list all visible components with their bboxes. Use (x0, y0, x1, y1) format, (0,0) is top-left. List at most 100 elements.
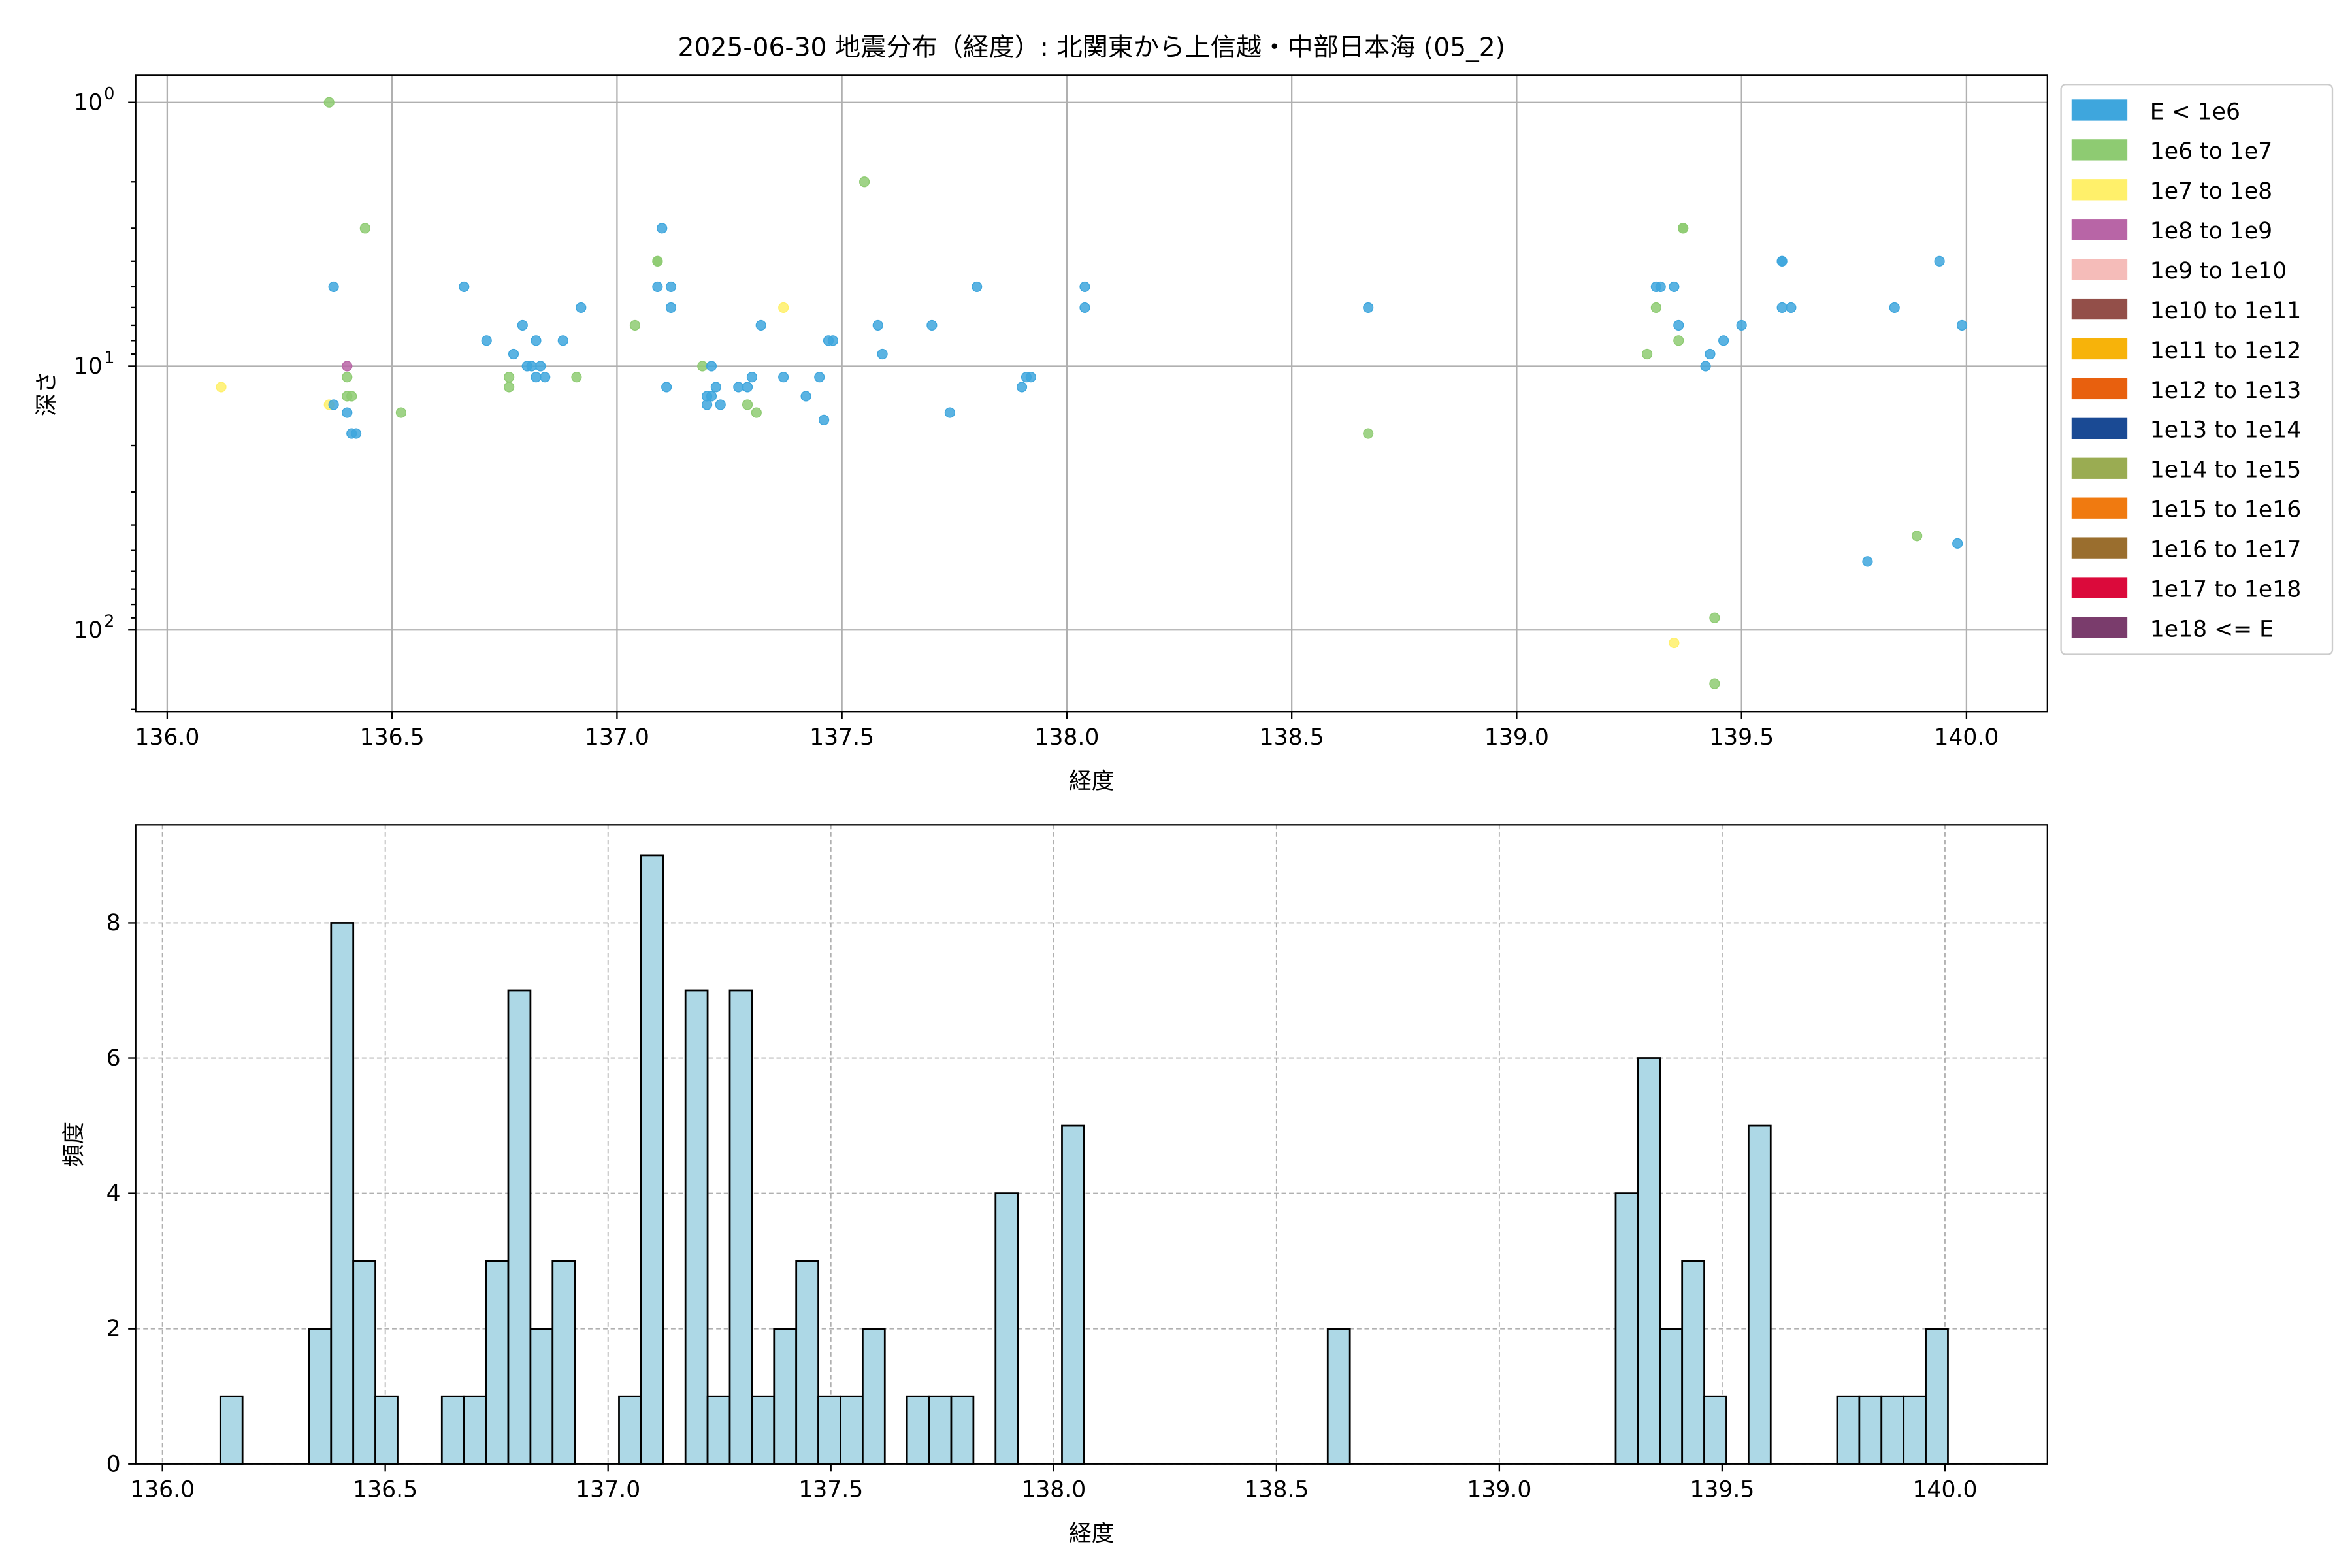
data-point (715, 399, 726, 410)
histogram-bar (773, 1328, 798, 1465)
data-point (872, 319, 883, 331)
data-point (697, 361, 708, 372)
data-point (323, 97, 335, 108)
data-point (827, 335, 838, 346)
legend-swatch (2071, 497, 2128, 519)
legend-swatch (2071, 617, 2128, 638)
y-tick-label: 10 (74, 353, 103, 380)
data-point (1786, 302, 1797, 313)
y-tick-label: 4 (106, 1181, 121, 1207)
chart-title: 2025-06-30 地震分布（経度）: 北関東から上信越・中部日本海 (05_… (678, 33, 1505, 62)
histogram-bar (817, 1395, 841, 1465)
data-point (710, 382, 721, 393)
histogram-bar (751, 1395, 776, 1465)
data-point (1889, 302, 1900, 313)
legend-box (2060, 84, 2334, 655)
data-point (531, 335, 542, 346)
histogram-bar (1681, 1260, 1705, 1465)
histogram-bar (928, 1395, 953, 1465)
histogram-bar (529, 1328, 554, 1465)
legend-label: 1e13 to 1e14 (2150, 417, 2301, 444)
data-point (665, 281, 677, 293)
histogram-bar (1880, 1395, 1905, 1465)
data-point (540, 372, 551, 383)
histogram-bar (684, 989, 709, 1465)
data-point (665, 302, 677, 313)
data-point (517, 319, 528, 331)
data-point (1709, 678, 1720, 689)
data-point (858, 176, 870, 188)
data-point (481, 335, 492, 346)
scatter-plot: 136.0 136.5 137.0 137.5 138.0 138.5 139.0 139.5… (74, 74, 2048, 751)
data-point (1016, 382, 1028, 393)
histogram-bar (485, 1260, 510, 1465)
y-tick-label: 2 (106, 1316, 121, 1342)
plot-frame (135, 824, 2048, 1465)
data-point (535, 361, 546, 372)
x-tick-label: 139.5 (1690, 1477, 1754, 1503)
data-point (350, 428, 362, 439)
histogram-bar (1637, 1057, 1661, 1465)
histogram-bar (861, 1328, 886, 1465)
legend-swatch (2071, 219, 2128, 240)
histogram-bar (1659, 1328, 1684, 1465)
histogram-bar (1614, 1192, 1639, 1465)
data-point (944, 407, 955, 418)
x-tick-label: 137.5 (809, 725, 874, 751)
histogram-bar (352, 1260, 376, 1465)
data-point (778, 302, 789, 313)
legend-swatch (2071, 457, 2128, 479)
data-point (742, 382, 753, 393)
legend-swatch (2071, 338, 2128, 360)
data-point (504, 382, 515, 393)
legend-label: 1e17 to 1e18 (2150, 576, 2301, 602)
histogram-bar (507, 989, 532, 1465)
y-tick-label: 8 (106, 910, 121, 936)
x-tick-label: 137.0 (585, 725, 649, 751)
histogram-bar (1703, 1395, 1727, 1465)
data-point (652, 255, 663, 267)
data-point (1655, 281, 1666, 293)
legend-label: 1e12 to 1e13 (2150, 378, 2301, 404)
data-point (733, 382, 744, 393)
histogram-bar (1747, 1124, 1772, 1465)
legend-swatch (2071, 139, 2128, 161)
histogram-bar (1836, 1395, 1861, 1465)
x-tick-label: 139.0 (1484, 725, 1549, 751)
data-point (1709, 612, 1720, 623)
data-point (342, 372, 353, 383)
x-tick-label: 140.0 (1934, 725, 1999, 751)
data-point (652, 281, 663, 293)
data-point (328, 399, 339, 410)
data-point (359, 223, 370, 234)
data-point (576, 302, 587, 313)
data-point (1025, 372, 1036, 383)
histogram-bar (374, 1395, 399, 1465)
histogram-bar (840, 1395, 864, 1465)
data-point (1673, 319, 1684, 331)
data-point (1705, 348, 1716, 360)
data-point (346, 391, 357, 402)
data-point (1669, 281, 1680, 293)
histogram-bar (994, 1192, 1019, 1465)
histogram-bar (308, 1328, 333, 1465)
legend-label: 1e15 to 1e16 (2150, 497, 2301, 523)
x-tick-label: 137.5 (798, 1477, 863, 1503)
data-point (629, 319, 641, 331)
legend-label: 1e6 to 1e7 (2150, 139, 2272, 165)
data-point (755, 319, 766, 331)
legend-label: 1e18 <= E (2150, 616, 2274, 642)
legend-swatch (2071, 537, 2128, 559)
data-point (1079, 302, 1090, 313)
data-point (504, 372, 515, 383)
data-point (1641, 348, 1653, 360)
histogram-bar (640, 854, 664, 1465)
y-tick-exponent: 0 (104, 84, 114, 103)
data-point (1363, 428, 1374, 439)
histogram-bar (440, 1395, 465, 1465)
x-tick-label: 137.0 (576, 1477, 640, 1503)
legend-swatch (2071, 378, 2128, 400)
legend-swatch (2071, 577, 2128, 598)
data-point (216, 382, 227, 393)
